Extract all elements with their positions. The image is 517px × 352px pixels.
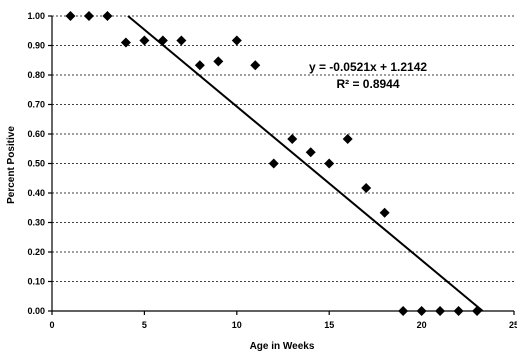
data-point	[453, 306, 464, 316]
trendline-equation: y = -0.0521x + 1.2142	[309, 60, 427, 74]
r-squared-label: R² = 0.8944	[336, 77, 399, 91]
data-point	[379, 207, 390, 218]
x-tick-label: 25	[509, 320, 517, 330]
x-tick-label: 20	[417, 320, 427, 330]
data-point	[231, 35, 242, 46]
x-tick-label: 0	[49, 320, 54, 330]
data-point	[287, 134, 298, 145]
data-point	[268, 158, 279, 169]
x-tick-label: 15	[324, 320, 334, 330]
y-tick-label: 0.60	[27, 129, 45, 139]
data-point	[83, 11, 94, 21]
data-point	[398, 306, 409, 316]
data-point	[416, 306, 427, 316]
y-tick-label: 0.20	[27, 247, 45, 257]
data-point	[65, 11, 76, 21]
y-tick-label: 0.10	[27, 277, 45, 287]
data-point	[324, 158, 335, 169]
tick-labels: 0.00 0.10 0.20 0.30 0.40 0.50 0.60 0.70 0.80 0.90…	[27, 11, 517, 330]
gridlines	[52, 15, 514, 282]
data-points	[65, 11, 483, 316]
axes	[48, 15, 515, 315]
trendline-layer	[127, 15, 484, 312]
y-tick-label: 0.50	[27, 159, 45, 169]
y-tick-label: 0.00	[27, 306, 45, 316]
data-point	[157, 35, 168, 46]
data-point	[472, 306, 483, 316]
y-tick-label: 0.90	[27, 41, 45, 51]
data-point	[139, 35, 150, 46]
trendline	[127, 15, 484, 312]
y-tick-label: 0.80	[27, 70, 45, 80]
data-point	[120, 37, 131, 48]
x-tick-label: 10	[232, 320, 242, 330]
data-point	[194, 60, 205, 71]
data-point	[176, 35, 187, 46]
data-point	[342, 134, 353, 145]
x-axis-title: Age in Weeks	[250, 341, 315, 352]
y-tick-label: 0.30	[27, 218, 45, 228]
data-point	[361, 182, 372, 193]
y-tick-label: 0.40	[27, 188, 45, 198]
data-point	[102, 11, 113, 21]
data-point	[435, 306, 446, 316]
data-point	[213, 56, 224, 67]
data-point	[250, 60, 261, 71]
x-tick-label: 5	[142, 320, 147, 330]
data-point	[305, 147, 316, 158]
y-tick-label: 1.00	[27, 11, 45, 21]
y-tick-label: 0.70	[27, 100, 45, 110]
y-axis-title: Percent Positive	[6, 126, 17, 204]
